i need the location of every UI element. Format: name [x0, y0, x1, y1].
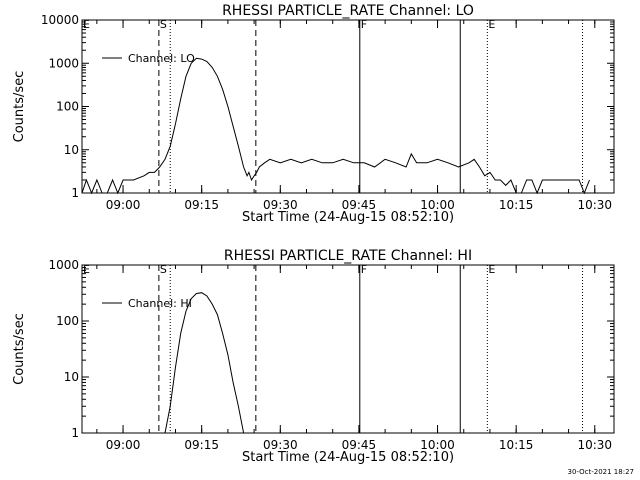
lo-channel-panel: RHESSI PARTICLE_RATE Channel: LO 1 10 100 10…: [12, 3, 615, 225]
plot-frame: [81, 19, 615, 194]
y-tick-label: 10: [64, 370, 79, 384]
event-marker-label: E: [488, 263, 495, 276]
x-tick-label: 09:30: [263, 438, 298, 452]
legend-label: Channel: LO: [128, 52, 195, 65]
y-tick-label: 100: [56, 314, 79, 328]
y-tick-label: 100: [56, 100, 79, 114]
y-tick-label: 10: [64, 143, 79, 157]
y-tick-label: 10000: [41, 13, 79, 27]
y-tick-label: 1: [71, 186, 79, 200]
series-line: [164, 292, 245, 434]
x-axis-label: Start Time (24-Aug-15 08:52:10): [242, 450, 454, 465]
y-axis-label: Counts/sec: [12, 313, 27, 385]
x-tick-label: 09:00: [106, 198, 141, 212]
x-tick-label: 10:30: [577, 198, 612, 212]
chart-title: RHESSI PARTICLE_RATE Channel: LO: [222, 3, 474, 19]
plot-frame: [81, 264, 615, 434]
footer-timestamp: 30-Oct-2021 18:27: [567, 468, 634, 476]
x-tick-label: 10:30: [577, 438, 612, 452]
x-tick-label: 09:30: [263, 198, 298, 212]
event-marker-label: E: [83, 263, 90, 276]
event-marker-label: E: [83, 18, 90, 31]
y-tick-label: 1000: [48, 258, 79, 272]
x-tick-label: 09:45: [342, 198, 377, 212]
event-marker-label: F: [361, 18, 367, 31]
hi-channel-panel: RHESSI PARTICLE_RATE Channel: HI 1 10 100 10…: [12, 248, 615, 465]
x-tick-label: 10:00: [420, 438, 455, 452]
event-marker-label: S: [160, 18, 167, 31]
x-tick-label: 10:15: [499, 438, 534, 452]
y-axis-label: Counts/sec: [12, 71, 27, 143]
x-tick-label: 10:00: [420, 198, 455, 212]
y-tick-label: 1000: [48, 56, 79, 70]
x-tick-label: 09:00: [106, 438, 141, 452]
x-tick-label: 10:15: [499, 198, 534, 212]
event-marker-label: E: [488, 18, 495, 31]
event-marker-label: S: [160, 263, 167, 276]
x-tick-label: 09:15: [184, 438, 219, 452]
x-tick-label: 09:45: [342, 438, 377, 452]
legend-label: Channel: HI: [128, 297, 192, 310]
x-axis-label: Start Time (24-Aug-15 08:52:10): [242, 210, 454, 225]
y-tick-label: 1: [71, 426, 79, 440]
chart-title: RHESSI PARTICLE_RATE Channel: HI: [224, 248, 472, 264]
event-marker-label: F: [361, 263, 367, 276]
series-line: [81, 57, 590, 195]
x-tick-label: 09:15: [184, 198, 219, 212]
